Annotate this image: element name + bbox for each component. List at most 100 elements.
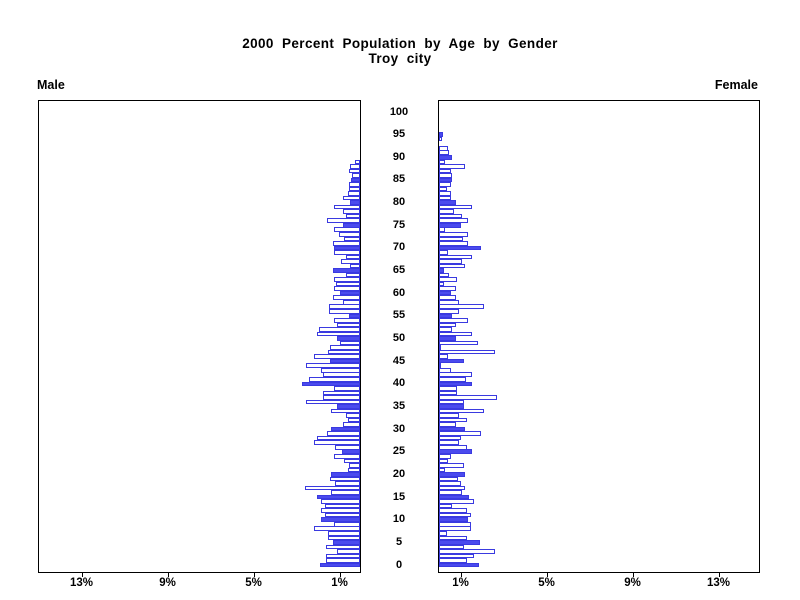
bar-male-age-23 xyxy=(343,458,360,464)
bar-female-age-56 xyxy=(439,309,460,314)
bar-female-age-55 xyxy=(439,313,452,319)
bar-female-age-73 xyxy=(439,232,469,237)
bar-female-age-9 xyxy=(439,521,472,527)
bar-female-age-35 xyxy=(439,404,464,409)
bar-female-age-78 xyxy=(439,209,455,214)
bar-female-age-26 xyxy=(439,444,467,450)
age-tick-label-20: 20 xyxy=(392,467,406,480)
bar-female-age-64 xyxy=(439,272,449,278)
bar-male-age-43 xyxy=(321,367,360,373)
bar-male-age-54 xyxy=(334,318,360,323)
bar-male-age-65 xyxy=(333,268,360,273)
age-tick-label-85: 85 xyxy=(392,173,406,186)
age-tick-label-80: 80 xyxy=(392,196,406,209)
bar-male-age-80 xyxy=(350,200,360,205)
male-panel xyxy=(38,100,361,573)
bar-male-age-60 xyxy=(339,290,360,296)
male-xaxis-tick-label-5: 5% xyxy=(245,577,262,589)
bar-female-age-47 xyxy=(439,349,495,355)
bar-female-age-31 xyxy=(439,422,457,427)
bar-female-age-94 xyxy=(439,136,443,142)
bar-female-age-33 xyxy=(439,413,460,418)
bar-male-age-4 xyxy=(325,544,360,550)
bar-female-age-1 xyxy=(439,558,467,563)
bar-male-age-26 xyxy=(335,444,360,450)
bar-female-age-39 xyxy=(439,386,458,391)
chart-subtitle: Troy city xyxy=(368,51,432,66)
bar-male-age-47 xyxy=(327,349,360,355)
bar-female-age-62 xyxy=(439,281,445,287)
bar-female-age-72 xyxy=(439,236,463,242)
bar-female-age-90 xyxy=(439,155,452,160)
bar-female-age-36 xyxy=(439,399,464,405)
female-xaxis-tick-label-5: 5% xyxy=(538,577,555,589)
bar-male-age-84 xyxy=(349,182,360,187)
bar-male-age-71 xyxy=(333,241,360,246)
bar-female-age-28 xyxy=(439,435,461,441)
age-tick-label-75: 75 xyxy=(392,218,406,231)
bar-male-age-73 xyxy=(338,232,360,237)
male-xaxis-tick-label-13: 13% xyxy=(69,577,94,589)
bar-male-age-82 xyxy=(348,191,360,196)
bar-female-age-12 xyxy=(439,508,467,513)
bar-male-age-38 xyxy=(323,390,360,396)
bar-female-age-15 xyxy=(439,494,470,500)
bar-male-age-22 xyxy=(349,463,360,468)
bar-female-age-24 xyxy=(439,453,451,459)
bar-female-age-18 xyxy=(439,481,461,486)
bar-male-age-78 xyxy=(342,209,360,214)
age-tick-label-50: 50 xyxy=(392,332,406,344)
age-tick-label-55: 55 xyxy=(392,309,406,322)
age-tick-label-5: 5 xyxy=(395,535,403,548)
bar-male-age-72 xyxy=(343,236,360,242)
bar-male-age-13 xyxy=(324,503,360,509)
bar-female-age-89 xyxy=(439,159,446,165)
bar-male-age-46 xyxy=(313,354,360,359)
bar-male-age-57 xyxy=(328,304,360,310)
bar-male-age-31 xyxy=(342,422,360,427)
bar-male-age-85 xyxy=(351,177,360,183)
bar-female-age-71 xyxy=(439,241,469,246)
bar-male-age-37 xyxy=(323,395,360,400)
age-tick-label-15: 15 xyxy=(392,490,406,503)
bar-male-age-58 xyxy=(342,299,360,305)
bar-male-age-42 xyxy=(323,372,360,378)
female-xaxis-tick-mark-13 xyxy=(718,573,720,577)
bar-male-age-33 xyxy=(346,413,360,418)
bar-male-age-40 xyxy=(301,381,360,387)
bar-male-age-48 xyxy=(329,345,360,350)
bar-male-age-52 xyxy=(319,327,360,332)
bar-male-age-29 xyxy=(326,431,360,436)
bar-female-age-82 xyxy=(439,191,451,196)
bar-female-age-38 xyxy=(439,390,458,396)
bar-male-age-86 xyxy=(352,173,360,178)
bar-female-age-58 xyxy=(439,299,460,305)
bar-female-age-0 xyxy=(439,562,479,568)
bar-female-age-6 xyxy=(439,535,467,541)
bar-male-age-68 xyxy=(346,254,360,260)
bar-male-age-0 xyxy=(320,562,360,568)
bar-female-age-61 xyxy=(439,286,457,291)
female-xaxis-tick-label-9: 9% xyxy=(624,577,641,589)
age-tick-label-70: 70 xyxy=(392,241,406,254)
bar-male-age-83 xyxy=(349,186,360,192)
age-tick-label-10: 10 xyxy=(392,513,406,526)
female-panel xyxy=(438,100,760,573)
female-xaxis-tick-label-13: 13% xyxy=(706,577,731,589)
bar-male-age-5 xyxy=(333,540,360,545)
bar-female-age-32 xyxy=(439,417,467,423)
bar-male-age-81 xyxy=(342,195,360,201)
bar-male-age-56 xyxy=(328,309,360,314)
bar-female-age-29 xyxy=(439,431,481,436)
bar-male-age-51 xyxy=(317,331,360,337)
female-axis-label: Female xyxy=(714,78,758,92)
bar-female-age-17 xyxy=(439,485,465,491)
bar-female-age-91 xyxy=(439,150,449,156)
bar-female-age-59 xyxy=(439,295,457,301)
bar-male-age-24 xyxy=(334,453,360,459)
bar-female-age-45 xyxy=(439,358,464,364)
bar-male-age-76 xyxy=(326,218,360,223)
bar-female-age-44 xyxy=(439,363,442,368)
bar-female-age-2 xyxy=(439,553,475,559)
bar-female-age-30 xyxy=(439,426,465,432)
